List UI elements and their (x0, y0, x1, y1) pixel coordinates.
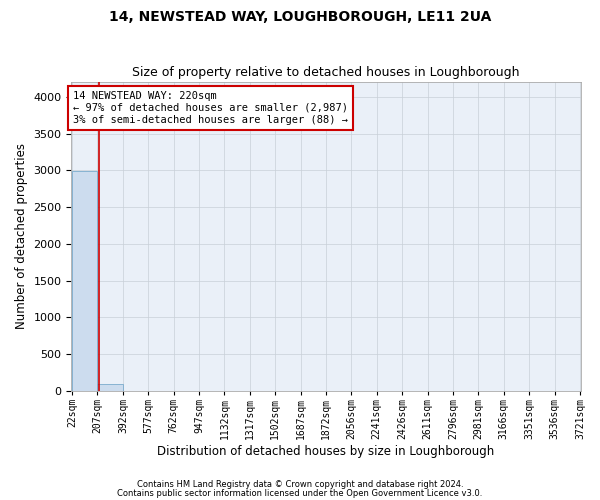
Title: Size of property relative to detached houses in Loughborough: Size of property relative to detached ho… (132, 66, 520, 80)
Text: Contains public sector information licensed under the Open Government Licence v3: Contains public sector information licen… (118, 488, 482, 498)
Text: 14, NEWSTEAD WAY, LOUGHBOROUGH, LE11 2UA: 14, NEWSTEAD WAY, LOUGHBOROUGH, LE11 2UA (109, 10, 491, 24)
Bar (97, 384, 123, 391)
Text: 14 NEWSTEAD WAY: 220sqm
← 97% of detached houses are smaller (2,987)
3% of semi-: 14 NEWSTEAD WAY: 220sqm ← 97% of detache… (73, 92, 348, 124)
Y-axis label: Number of detached properties: Number of detached properties (15, 144, 28, 330)
X-axis label: Distribution of detached houses by size in Loughborough: Distribution of detached houses by size … (157, 444, 494, 458)
Bar (72, 171, 97, 391)
Text: Contains HM Land Registry data © Crown copyright and database right 2024.: Contains HM Land Registry data © Crown c… (137, 480, 463, 489)
